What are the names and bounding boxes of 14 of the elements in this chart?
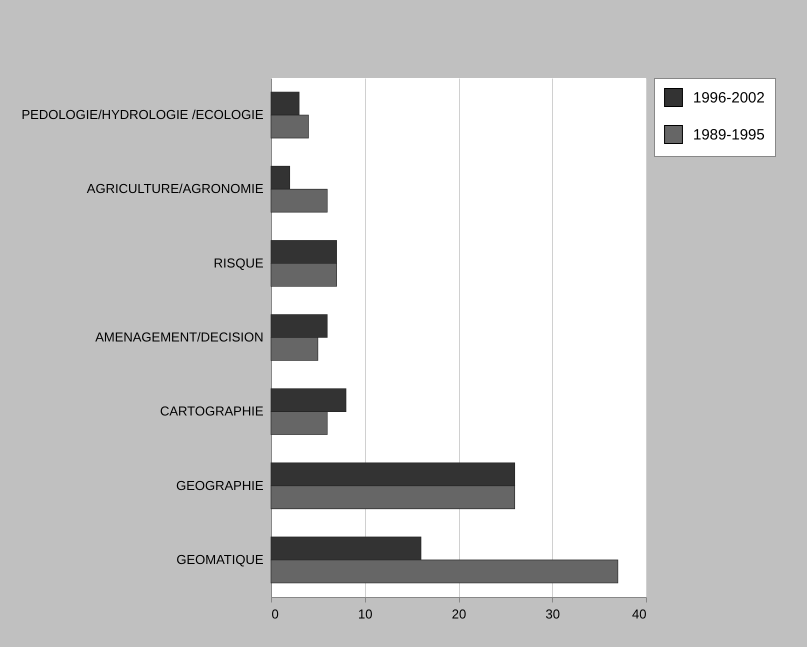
x-tick-label: 10 <box>358 606 372 622</box>
y-tick-label: CARTOGRAPHIE <box>160 404 264 419</box>
x-tick-label: 20 <box>452 606 466 622</box>
x-tick-label: 40 <box>632 606 646 622</box>
x-tick-label: 30 <box>546 606 560 622</box>
y-tick-label: AGRICULTURE/AGRONOMIE <box>86 181 264 196</box>
legend-label: 1989-1995 <box>693 126 765 144</box>
y-tick-label: RISQUE <box>214 255 264 270</box>
legend-label: 1996-2002 <box>693 90 765 106</box>
x-tick-label: 0 <box>272 606 279 622</box>
y-tick-label: PEDOLOGIE/HYDROLOGIE /ECOLOGIE <box>21 107 264 122</box>
y-tick-label: GEOGRAPHIE <box>176 478 264 493</box>
y-tick-label: GEOMATIQUE <box>176 552 264 567</box>
y-tick-label: AMENAGEMENT/DECISION <box>95 330 264 344</box>
